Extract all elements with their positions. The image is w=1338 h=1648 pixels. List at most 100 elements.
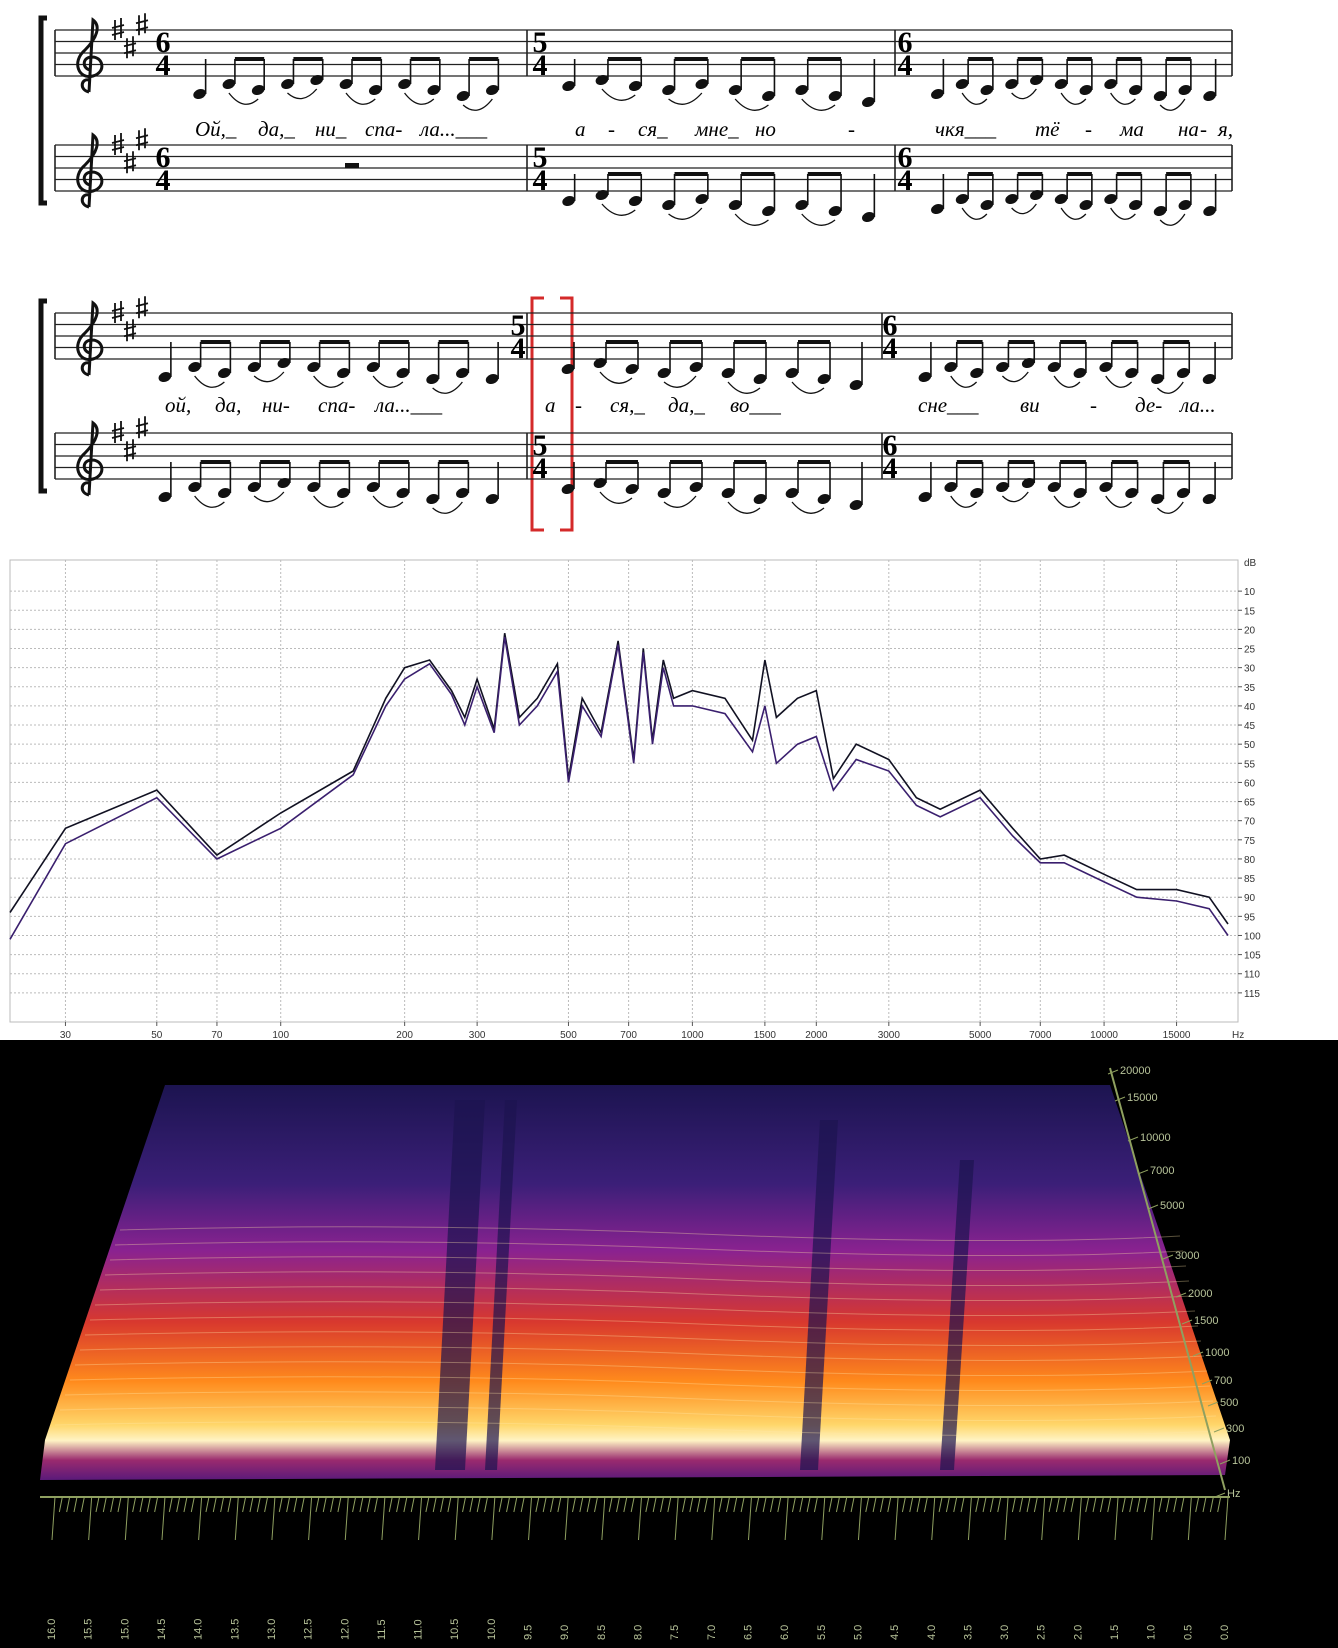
time-signature-numerator: 5 — [533, 429, 548, 462]
x-tick-label: 50 — [151, 1030, 163, 1041]
note-head — [785, 487, 799, 499]
time-minor-tick — [117, 1496, 122, 1513]
note-head — [595, 74, 609, 86]
note-head — [218, 367, 231, 379]
lyric: но — [755, 117, 776, 141]
time-minor-tick — [1224, 1496, 1229, 1541]
slur — [462, 98, 493, 111]
time-signature-numerator: 6 — [898, 141, 913, 174]
sharp — [135, 416, 149, 439]
note-head — [1079, 84, 1093, 96]
system-bracket — [38, 15, 47, 206]
note-head — [277, 477, 291, 489]
time-minor-tick — [1026, 1496, 1031, 1513]
slur — [1053, 495, 1081, 508]
freq-label: 500 — [1220, 1397, 1238, 1409]
freq-label: 300 — [1226, 1423, 1244, 1435]
note-head — [795, 199, 809, 211]
time-minor-tick — [1158, 1496, 1163, 1513]
y-tick-label: 75 — [1244, 836, 1256, 847]
note-head — [862, 211, 875, 223]
slur — [1159, 98, 1186, 111]
slur — [663, 495, 697, 508]
note-head — [721, 367, 735, 379]
time-minor-tick — [1121, 1496, 1126, 1513]
lyric: - — [1200, 117, 1207, 141]
time-minor-tick — [1129, 1496, 1134, 1513]
slur — [727, 381, 761, 394]
time-minor-tick — [278, 1496, 283, 1513]
y-tick-label: 95 — [1244, 912, 1256, 923]
freq-tick — [1213, 1427, 1225, 1433]
lyric: на — [1178, 117, 1199, 141]
time-label: 3.0 — [999, 1625, 1011, 1640]
slur — [194, 375, 225, 388]
note-head — [955, 193, 969, 205]
time-signature-denominator: 4 — [533, 49, 548, 82]
freq-label: 1500 — [1194, 1315, 1218, 1327]
time-minor-tick — [454, 1496, 459, 1541]
time-label: 9.0 — [559, 1625, 571, 1640]
note-head — [944, 481, 958, 493]
lyric: да, — [215, 393, 241, 417]
slur — [1001, 491, 1029, 503]
time-minor-tick — [909, 1496, 914, 1513]
note-head — [158, 491, 172, 503]
slur — [801, 98, 836, 111]
time-label: 9.5 — [523, 1625, 535, 1640]
time-minor-tick — [352, 1496, 357, 1513]
x-tick-label: 500 — [560, 1030, 577, 1041]
time-minor-tick — [638, 1496, 642, 1541]
time-minor-tick — [205, 1496, 210, 1513]
note-head — [1202, 493, 1216, 505]
note-head — [662, 84, 675, 96]
slur — [1011, 88, 1037, 100]
time-minor-tick — [51, 1496, 56, 1541]
time-signature-numerator: 5 — [511, 309, 526, 342]
note-head — [1153, 90, 1167, 102]
time-minor-tick — [997, 1496, 1002, 1513]
slur — [727, 501, 761, 514]
time-minor-tick — [432, 1496, 437, 1513]
slur — [228, 92, 259, 105]
time-minor-tick — [381, 1496, 386, 1541]
slur — [313, 375, 344, 388]
time-label: 14.0 — [193, 1619, 205, 1640]
note-head — [817, 493, 831, 505]
lyric: Ой,_ — [195, 117, 237, 141]
time-label: 16.0 — [46, 1619, 58, 1640]
time-minor-tick — [733, 1496, 738, 1513]
sharp — [123, 36, 137, 59]
time-minor-tick — [1077, 1496, 1082, 1541]
note-head — [931, 88, 944, 100]
note-head — [281, 78, 294, 90]
note-head — [486, 84, 499, 96]
time-minor-tick — [66, 1496, 71, 1513]
freq-tick — [1137, 1169, 1149, 1175]
x-tick-label: 10000 — [1090, 1030, 1118, 1041]
time-label: 8.0 — [633, 1625, 645, 1640]
note-head — [689, 481, 703, 493]
note-head — [485, 493, 499, 505]
sharp — [123, 151, 137, 174]
time-label: 12.0 — [339, 1619, 351, 1640]
time-minor-tick — [1107, 1496, 1112, 1513]
time-signature-denominator: 4 — [511, 332, 526, 365]
sharp — [111, 18, 125, 40]
time-minor-tick — [953, 1496, 958, 1513]
time-minor-tick — [330, 1496, 335, 1513]
time-minor-tick — [1151, 1496, 1156, 1541]
time-minor-tick — [220, 1496, 225, 1513]
note-head — [828, 205, 842, 217]
spectrogram-ridge — [69, 1376, 1211, 1392]
slur — [950, 375, 978, 388]
time-minor-tick — [1041, 1496, 1046, 1541]
spectrogram-ridge — [114, 1241, 1184, 1257]
time-label: 6.0 — [779, 1625, 791, 1640]
lyric: - — [1090, 393, 1097, 417]
note-head — [753, 493, 767, 505]
time-minor-tick — [799, 1496, 804, 1513]
note-head — [1104, 78, 1117, 90]
